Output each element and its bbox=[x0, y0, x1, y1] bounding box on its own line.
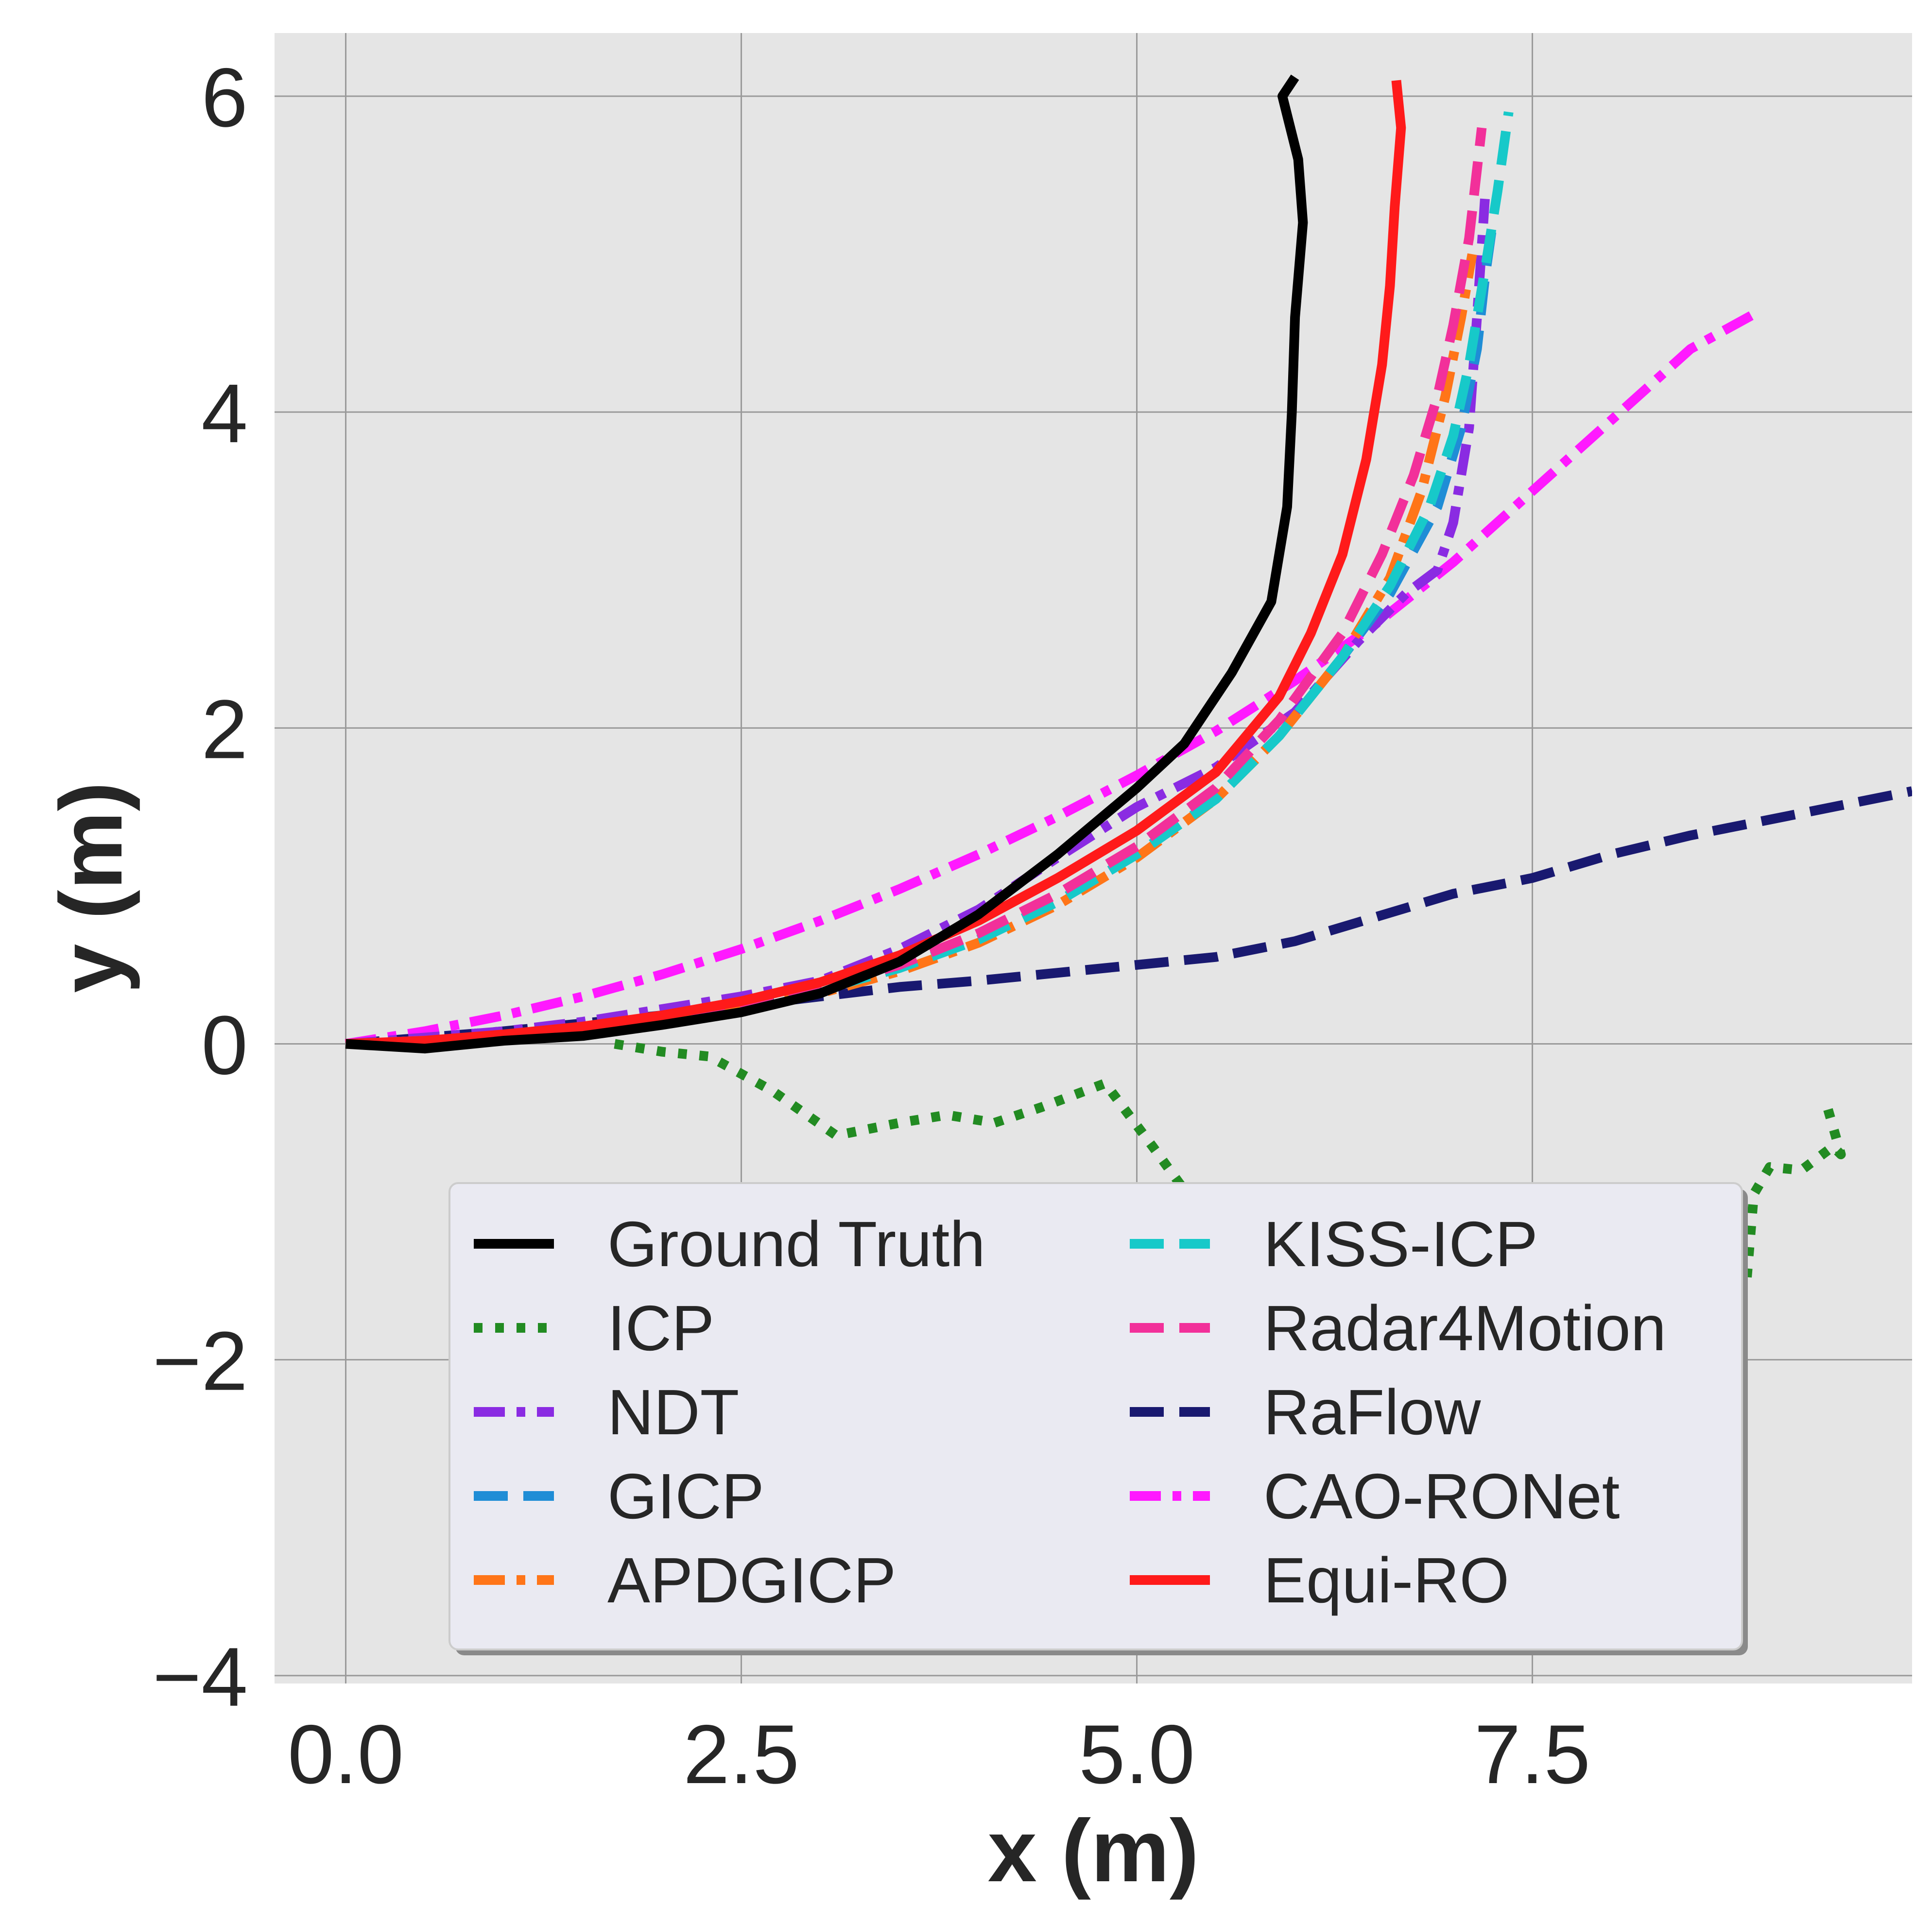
legend-label: Ground Truth bbox=[607, 1208, 985, 1280]
y-tick-label: 2 bbox=[201, 683, 248, 776]
legend-label: Equi-RO bbox=[1263, 1545, 1509, 1616]
x-tick-labels: 0.0 2.5 5.0 7.5 bbox=[288, 1708, 1590, 1801]
x-tick-label: 5.0 bbox=[1079, 1708, 1195, 1801]
legend-label: CAO-RONet bbox=[1263, 1460, 1620, 1532]
y-tick-label: 6 bbox=[201, 51, 248, 144]
legend-label: GICP bbox=[607, 1460, 764, 1532]
x-axis-title: x (m) bbox=[988, 1801, 1199, 1900]
legend-label: RaFlow bbox=[1263, 1376, 1481, 1448]
legend: Ground Truth ICP NDT GICP APDGICP KISS-ICP Rad… bbox=[448, 1182, 1748, 1655]
legend-label: NDT bbox=[607, 1376, 739, 1448]
series-line-ndt bbox=[345, 198, 1490, 1049]
x-tick-label: 2.5 bbox=[683, 1708, 799, 1801]
legend-label: APDGICP bbox=[607, 1545, 896, 1616]
y-tick-label: −2 bbox=[153, 1315, 248, 1408]
y-tick-label: 0 bbox=[201, 998, 248, 1092]
series-line-equi-ro bbox=[345, 80, 1406, 1049]
series-line-cao-ronet bbox=[345, 309, 1757, 1049]
x-tick-label: 7.5 bbox=[1474, 1708, 1590, 1801]
series-line-ground-truth bbox=[345, 74, 1308, 1054]
legend-label: KISS-ICP bbox=[1263, 1208, 1538, 1280]
x-tick-label: 0.0 bbox=[288, 1708, 404, 1801]
y-axis-title: y (m) bbox=[41, 782, 140, 993]
y-tick-labels: −4 −2 0 2 4 6 bbox=[153, 51, 248, 1724]
legend-label: Radar4Motion bbox=[1263, 1292, 1666, 1364]
legend-box bbox=[448, 1182, 1743, 1650]
y-tick-label: −4 bbox=[153, 1631, 248, 1724]
y-tick-label: 4 bbox=[201, 367, 248, 460]
legend-label: ICP bbox=[607, 1292, 714, 1364]
